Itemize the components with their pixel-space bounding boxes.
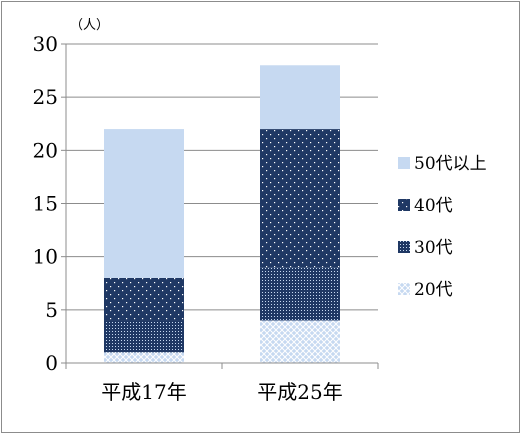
y-tick-label: 10: [33, 245, 58, 269]
legend-label: 30代: [414, 238, 453, 258]
legend-label: 40代: [414, 196, 453, 216]
bar-segment: [260, 129, 340, 268]
bar-segment: [104, 129, 184, 278]
y-tick-label: 15: [33, 192, 58, 216]
y-unit-label: （人）: [70, 18, 109, 33]
y-tick-label: 5: [45, 298, 58, 322]
legend-label: 50代以上: [414, 154, 487, 174]
bar-segment: [104, 320, 184, 353]
bar-segment: [260, 65, 340, 130]
bar-segment: [260, 320, 340, 363]
bar-segment: [260, 267, 340, 321]
x-category-label: 平成17年: [101, 380, 186, 404]
y-tick-label: 25: [33, 85, 58, 109]
bar-segment: [104, 352, 184, 363]
legend-label: 20代: [414, 280, 453, 300]
x-category-label: 平成25年: [257, 380, 342, 404]
y-tick-label: 30: [33, 32, 58, 56]
legend-swatch: [398, 283, 410, 295]
legend-swatch: [398, 241, 410, 253]
bar-segment: [104, 277, 184, 321]
legend-swatch: [398, 157, 410, 169]
y-tick-label: 0: [45, 351, 58, 375]
y-tick-label: 20: [33, 138, 58, 162]
legend-swatch: [398, 199, 410, 211]
